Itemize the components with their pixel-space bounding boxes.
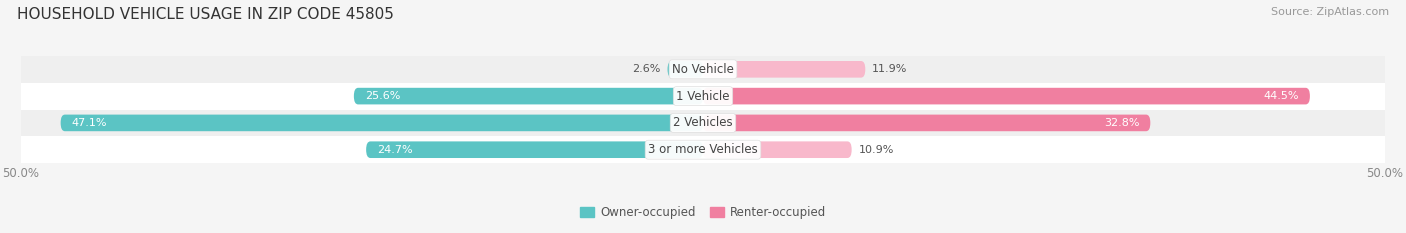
FancyBboxPatch shape <box>668 61 703 78</box>
FancyBboxPatch shape <box>354 88 703 104</box>
FancyBboxPatch shape <box>60 115 703 131</box>
Text: 1 Vehicle: 1 Vehicle <box>676 90 730 103</box>
Bar <box>21 83 1385 110</box>
FancyBboxPatch shape <box>703 61 865 78</box>
Text: HOUSEHOLD VEHICLE USAGE IN ZIP CODE 45805: HOUSEHOLD VEHICLE USAGE IN ZIP CODE 4580… <box>17 7 394 22</box>
Text: 2.6%: 2.6% <box>633 64 661 74</box>
Text: 44.5%: 44.5% <box>1264 91 1299 101</box>
Text: 11.9%: 11.9% <box>872 64 907 74</box>
Text: 24.7%: 24.7% <box>377 145 413 155</box>
Bar <box>21 136 1385 163</box>
FancyBboxPatch shape <box>366 141 703 158</box>
Text: 3 or more Vehicles: 3 or more Vehicles <box>648 143 758 156</box>
Bar <box>21 110 1385 136</box>
Bar <box>21 56 1385 83</box>
Text: 47.1%: 47.1% <box>72 118 107 128</box>
Text: 32.8%: 32.8% <box>1104 118 1139 128</box>
Text: 10.9%: 10.9% <box>859 145 894 155</box>
Text: Source: ZipAtlas.com: Source: ZipAtlas.com <box>1271 7 1389 17</box>
Text: No Vehicle: No Vehicle <box>672 63 734 76</box>
Legend: Owner-occupied, Renter-occupied: Owner-occupied, Renter-occupied <box>575 201 831 224</box>
FancyBboxPatch shape <box>703 115 1150 131</box>
Text: 2 Vehicles: 2 Vehicles <box>673 116 733 129</box>
FancyBboxPatch shape <box>703 141 852 158</box>
FancyBboxPatch shape <box>703 88 1310 104</box>
Text: 25.6%: 25.6% <box>364 91 401 101</box>
